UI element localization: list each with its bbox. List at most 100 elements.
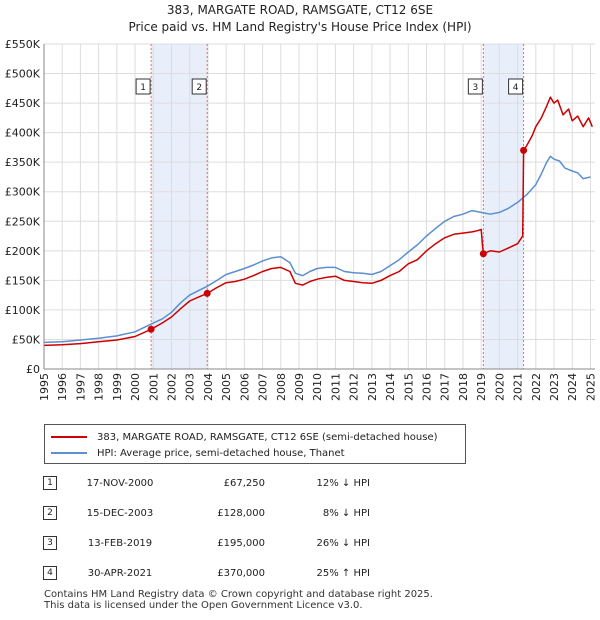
footer-line-2: This data is licensed under the Open Gov… (44, 600, 363, 611)
sale-spans (44, 44, 595, 369)
x-tick-label: 2006 (238, 373, 251, 401)
transaction-date: 17-NOV-2000 (86, 478, 154, 489)
x-tick-label: 2003 (184, 373, 197, 401)
x-tick-label: 2001 (147, 373, 160, 401)
x-tick-label: 2020 (493, 373, 506, 401)
x-tick-label: 2019 (475, 373, 488, 401)
x-tick-label: 2018 (457, 373, 470, 401)
x-tick-label: 2021 (512, 373, 525, 401)
footer-attribution: Contains HM Land Registry data © Crown c… (44, 589, 433, 611)
series-line-hpi (43, 155, 591, 344)
legend-swatch-property (51, 436, 87, 438)
transaction-number: 1 (43, 476, 57, 490)
sale-markers: 1 2 3 4 (135, 78, 524, 95)
x-tick-label: 2024 (566, 373, 579, 401)
sale-marker-frame (508, 78, 524, 95)
sale-marker-frame (467, 78, 483, 95)
y-tick-label: £250K (5, 215, 41, 228)
chart-title: 383, MARGATE ROAD, RAMSGATE, CT12 6SE (166, 3, 434, 17)
transaction-row: 2 15-DEC-2003 £128,000 8% ↓ HPI (0, 504, 600, 522)
y-tick-label: £200K (5, 245, 41, 258)
sale-marker-box: 2 (191, 78, 207, 95)
x-tick-label: 2017 (439, 373, 452, 401)
sale-marker-frame (135, 78, 151, 95)
transaction-row: 1 17-NOV-2000 £67,250 12% ↓ HPI (0, 474, 600, 492)
sale-marker-label: 2 (196, 83, 202, 93)
sale-marker-label: 3 (472, 83, 478, 93)
transaction-number: 4 (43, 566, 57, 580)
sale-marker-box: 3 (467, 78, 483, 95)
y-tick-label: £300K (5, 186, 41, 199)
transaction-hpi: 25% ↑ HPI (316, 568, 370, 579)
sale-marker-label: 1 (140, 83, 146, 93)
transaction-price: £195,000 (217, 538, 265, 549)
y-tick-label: £150K (5, 274, 41, 287)
y-tick-label: £400K (5, 127, 41, 140)
x-tick-label: 1998 (93, 373, 106, 401)
x-tick-label: 2010 (311, 373, 324, 401)
transaction-number: 2 (43, 506, 57, 520)
transaction-date: 15-DEC-2003 (86, 508, 154, 519)
legend-item-hpi: HPI: Average price, semi-detached house,… (51, 446, 345, 460)
sale-span (151, 44, 208, 369)
transaction-hpi: 12% ↓ HPI (316, 478, 370, 489)
sale-point (203, 289, 211, 297)
sale-marker-box: 4 (508, 78, 524, 95)
x-tick-label: 2009 (293, 373, 306, 401)
transaction-hpi: 8% ↓ HPI (322, 508, 370, 519)
transaction-row: 4 30-APR-2021 £370,000 25% ↑ HPI (0, 564, 600, 582)
x-tick-label: 2016 (421, 373, 434, 401)
chart-area: 1 2 3 4 £0 £50K £100K £150K £200K £250K £300K £350… (5, 38, 598, 401)
sale-marker-box: 1 (135, 78, 151, 95)
transaction-date: 13-FEB-2019 (87, 538, 153, 549)
axes (43, 44, 595, 370)
x-tick-label: 2005 (220, 373, 233, 401)
transaction-number: 3 (43, 536, 57, 550)
sale-marker-frame (191, 78, 207, 95)
x-tick-label: 1997 (74, 373, 87, 401)
chart-subtitle: Price paid vs. HM Land Registry's House … (128, 20, 472, 34)
x-tick-label: 2022 (530, 373, 543, 401)
y-tick-label: £50K (12, 333, 41, 346)
sale-marker-label: 4 (513, 83, 519, 93)
legend-item-property: 383, MARGATE ROAD, RAMSGATE, CT12 6SE (s… (51, 430, 438, 444)
transaction-date: 30-APR-2021 (87, 568, 153, 579)
y-tick-label: £100K (5, 304, 41, 317)
x-tick-label: 1999 (111, 373, 124, 401)
x-tick-labels: 1995 1996 1997 1998 1999 2000 2001 2002 2003 2004… (38, 373, 597, 401)
x-tick-label: 2007 (257, 373, 270, 401)
y-tick-label: £350K (5, 156, 41, 169)
transaction-hpi: 26% ↓ HPI (316, 538, 370, 549)
x-tick-label: 1995 (38, 373, 51, 401)
legend: 383, MARGATE ROAD, RAMSGATE, CT12 6SE (s… (44, 424, 466, 464)
x-tick-label: 2011 (329, 373, 342, 401)
x-tick-label: 2000 (129, 373, 142, 401)
chart-title-block: 383, MARGATE ROAD, RAMSGATE, CT12 6SE Pr… (0, 2, 600, 36)
y-tick-label: £0 (26, 363, 40, 376)
footer-line-1: Contains HM Land Registry data © Crown c… (44, 589, 433, 600)
legend-label-hpi: HPI: Average price, semi-detached house,… (97, 447, 345, 459)
sale-point (147, 325, 155, 333)
y-tick-label: £500K (5, 68, 41, 81)
sale-points (147, 146, 528, 333)
y-tick-label: £450K (5, 97, 41, 110)
transaction-price: £370,000 (217, 568, 265, 579)
x-tick-label: 2014 (384, 373, 397, 401)
x-tick-label: 2025 (584, 373, 597, 401)
series-line-property (43, 96, 593, 347)
sale-point (520, 146, 528, 154)
sale-span (483, 44, 524, 369)
transaction-price: £67,250 (223, 478, 265, 489)
transaction-row: 3 13-FEB-2019 £195,000 26% ↓ HPI (0, 534, 600, 552)
x-tick-label: 2008 (275, 373, 288, 401)
y-tick-label: £550K (5, 38, 41, 51)
transaction-price: £128,000 (217, 508, 265, 519)
x-tick-label: 2015 (402, 373, 415, 401)
x-tick-label: 1996 (56, 373, 69, 401)
legend-swatch-hpi (51, 452, 87, 454)
y-tick-labels: £0 £50K £100K £150K £200K £250K £300K £350K £400… (5, 38, 41, 376)
series-lines (43, 96, 593, 347)
legend-label-property: 383, MARGATE ROAD, RAMSGATE, CT12 6SE (s… (97, 431, 438, 443)
x-tick-label: 2002 (166, 373, 179, 401)
x-tick-label: 2012 (348, 373, 361, 401)
